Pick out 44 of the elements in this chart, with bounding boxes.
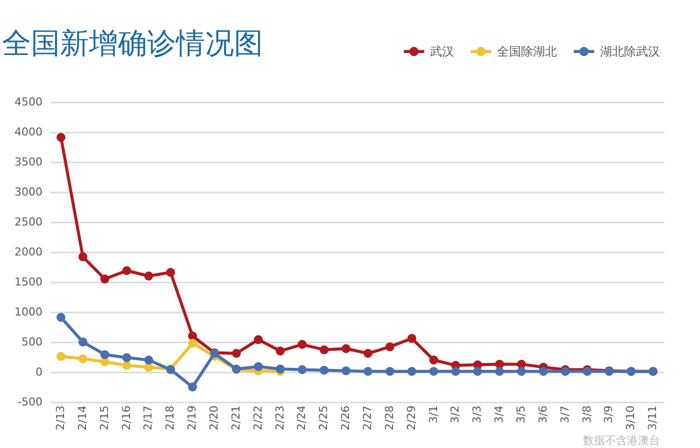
y-tick-label: 2500: [14, 216, 42, 228]
x-tick-label: 2/27: [360, 406, 374, 430]
x-tick-label: 2/26: [339, 406, 352, 430]
x-tick-label: 3/10: [624, 406, 638, 430]
text: 数据不含港澳台: [583, 434, 660, 447]
x-tick-label: 2/24: [295, 406, 308, 430]
x-tick-label: 3/2: [448, 406, 462, 424]
legend-label: 全国除湖北: [497, 44, 557, 58]
y-tick-label: 4500: [14, 96, 42, 108]
x-tick-label: 2/20: [207, 406, 220, 430]
x-tick-label: 3/4: [492, 406, 506, 424]
x-tick-label: 3/5: [514, 406, 528, 424]
y-tick-label: 4000: [14, 126, 42, 138]
x-tick-label: 2/18: [164, 406, 177, 430]
x-tick-label: 2/15: [98, 406, 111, 430]
y-tick-label: 1500: [14, 276, 42, 288]
x-tick-label: 2/29: [404, 406, 418, 430]
x-tick-label: 3/8: [580, 406, 594, 424]
y-tick-label: 500: [22, 336, 42, 348]
chart-title: 全国新增确诊情况图: [2, 26, 264, 60]
x-tick-label: 2/23: [273, 406, 286, 430]
x-tick-label: 3/1: [426, 406, 440, 424]
y-tick-label: 1000: [14, 306, 42, 318]
legend-label: 武汉: [430, 44, 454, 58]
x-tick-label: 2/28: [382, 406, 396, 430]
y-tick-label: 2000: [14, 246, 42, 258]
x-tick-label: 2/13: [54, 406, 67, 430]
y-tick-label: 3500: [14, 156, 42, 168]
x-tick-label: 2/17: [142, 406, 155, 430]
y-tick-label: 3000: [14, 186, 42, 198]
x-tick-label: 2/22: [251, 406, 264, 430]
x-tick-label: 3/7: [558, 406, 572, 424]
x-tick-label: 3/6: [536, 406, 550, 424]
legend-label: 湖北除武汉: [600, 44, 660, 58]
x-tick-label: 3/11: [646, 406, 660, 430]
y-tick-label: -500: [18, 396, 42, 408]
x-tick-label: 2/14: [76, 406, 89, 430]
x-tick-label: 2/19: [186, 406, 199, 430]
x-tick-label: 3/3: [470, 406, 484, 424]
x-tick-label: 2/21: [229, 406, 242, 430]
y-tick-label: 0: [36, 366, 42, 378]
x-tick-label: 2/25: [317, 406, 330, 430]
x-tick-label: 3/9: [602, 406, 616, 424]
x-tick-label: 2/16: [120, 406, 133, 430]
